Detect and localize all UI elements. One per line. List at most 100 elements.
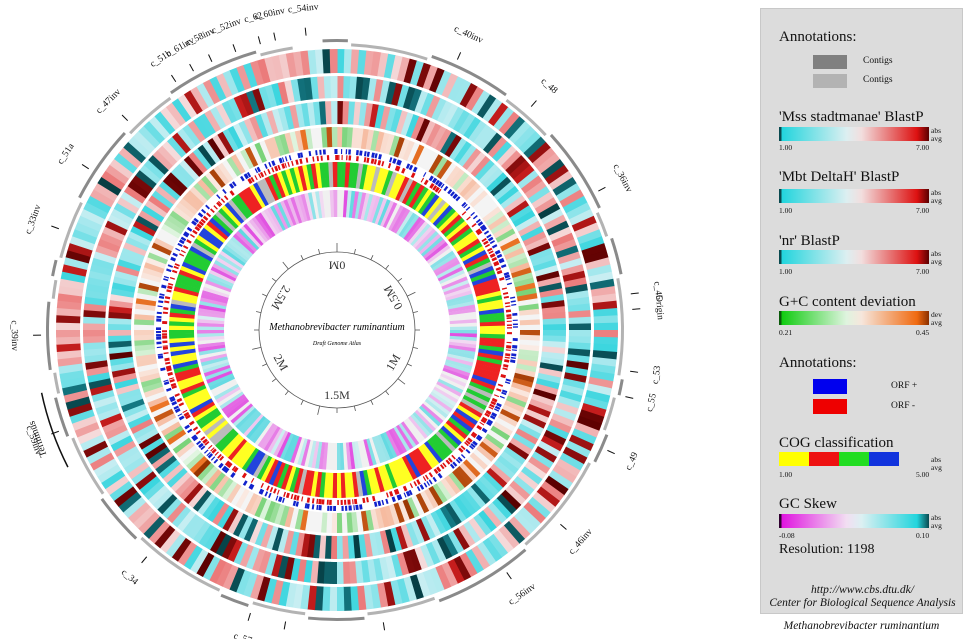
gc-skew-ring-segment	[437, 266, 464, 282]
mbt-blast-ring-segment	[162, 140, 183, 162]
gc-content-ring-segment	[235, 488, 250, 509]
cog-ring-segment	[370, 468, 381, 494]
orf-plus-mark	[259, 489, 265, 495]
gc-content-gradient-bar	[779, 311, 929, 325]
gc-skew-ring-segment	[197, 329, 225, 334]
orf-minus-mark	[488, 406, 494, 410]
mss-blast-ring-segment	[118, 491, 142, 513]
orf-plus-mark	[465, 448, 471, 454]
mbt-blast-ring-segment	[198, 524, 216, 547]
cog-ring-segment	[256, 180, 273, 205]
mbt-blast-ring-segment	[551, 232, 575, 248]
orf-minus-mark	[409, 483, 414, 489]
mbt-blast-ring-segment	[487, 136, 508, 158]
orf-minus-mark	[195, 430, 201, 435]
nr-blast-title: 'nr' BlastP	[779, 233, 840, 249]
orf-minus-mark	[311, 498, 315, 504]
cog-ring-segment	[450, 414, 473, 433]
mbt-blast-ring-segment	[198, 113, 217, 136]
orf-minus-mark	[504, 359, 510, 363]
mbt-blast-ring-segment	[135, 470, 157, 490]
gc-content-ring-segment	[140, 377, 162, 388]
contig-bar	[59, 201, 83, 259]
orf-plus-mark	[230, 472, 236, 478]
mss-blast-ring-segment	[588, 376, 614, 389]
cog-ring-segment	[172, 290, 199, 301]
gc-content-ring-segment	[507, 391, 529, 404]
gc-content-ring-segment	[222, 159, 238, 180]
gc-skew-ring-segment	[363, 193, 374, 221]
mbt-blast-ring-segment	[568, 336, 591, 344]
mbt-blast-ring-segment	[233, 541, 249, 565]
gc-content-ring-segment	[448, 168, 466, 189]
cog-ring-segment	[224, 202, 245, 224]
gc-content-ring-segment	[134, 339, 155, 346]
mbt-blast-ring-segment	[509, 160, 531, 180]
cog-ring-segment	[351, 471, 359, 498]
cog-ring-segment	[456, 404, 481, 422]
mss-blast-ring-segment	[588, 271, 614, 284]
nr-blast-ring-segment	[207, 137, 226, 161]
cbs-url[interactable]: http://www.cbs.dtu.dk/	[811, 584, 914, 596]
gc-skew-ring-segment	[213, 259, 240, 277]
nr-blast-ring-segment	[237, 515, 254, 540]
mss-blast-ring-segment	[71, 415, 98, 431]
cog-ring-segment	[245, 449, 263, 474]
cog-ring-segment	[447, 417, 471, 436]
mbt-blast-ring-segment	[171, 506, 191, 528]
skew-max: 0.10	[916, 531, 930, 540]
orf-minus-mark	[483, 240, 489, 246]
orf-minus-mark	[335, 155, 339, 161]
gc-content-ring-segment	[134, 318, 155, 326]
orf-minus-mark	[505, 309, 512, 313]
gc-skew-ring-segment	[240, 411, 262, 435]
mss-blast-ring-segment	[593, 322, 618, 331]
gc-skew-ring-segment	[431, 389, 457, 407]
mbt-blast-ring-segment	[89, 383, 113, 396]
cog-ring-segment	[359, 164, 368, 190]
gc-skew-ring-segment	[329, 190, 335, 218]
cog-ring-segment	[475, 286, 501, 297]
mbt-blast-ring-segment	[505, 155, 527, 176]
nr-blast-ring-segment	[277, 107, 290, 132]
gc-skew-ring-segment	[393, 426, 411, 452]
gc-content-ring-segment	[289, 131, 300, 153]
orf-plus-mark	[205, 204, 211, 210]
orf-plus-mark	[242, 480, 248, 486]
cog-ring-segment	[221, 433, 242, 455]
orf-plus-mark	[403, 492, 407, 498]
orf-plus-mark	[201, 208, 207, 214]
gc-content-ring-segment	[213, 474, 230, 495]
cog-ring-segment	[170, 303, 196, 312]
gc-content-ring-segment	[226, 483, 242, 504]
nr-blast-ring-segment	[232, 513, 249, 537]
mbt-blast-ring-segment	[167, 136, 187, 158]
cog-ring-segment	[440, 425, 462, 446]
gc-content-ring-segment	[284, 132, 295, 154]
mss-blast-ring-segment	[593, 336, 618, 346]
orf-plus-mark	[319, 149, 322, 155]
mbt-blast-ring-segment	[540, 435, 564, 452]
nr-blast-ring-segment	[512, 433, 536, 451]
gc-content-ring-segment	[134, 343, 156, 352]
gc-min: 0.21	[779, 328, 793, 337]
gc-content-ring-segment	[493, 223, 514, 239]
orf-plus-mark	[184, 424, 190, 430]
mss-blast-ring-segment	[86, 446, 112, 465]
gc-content-ring-segment	[254, 497, 267, 518]
mbt-blast-ring-segment	[425, 95, 441, 119]
nr-blast-ring-segment	[108, 323, 132, 330]
cog-ring-segment	[479, 325, 505, 331]
mss-blast-ring-segment	[242, 572, 258, 598]
cog-ring-segment	[238, 191, 257, 215]
mss-blast-ring-segment	[488, 102, 509, 127]
mbt-blast-ring-segment	[110, 208, 134, 225]
nr-blast-ring-segment	[114, 377, 139, 390]
mbt-blast-ring-segment	[531, 191, 554, 210]
mbt-blast-ring-segment	[343, 76, 351, 99]
mss-blast-ring-segment	[56, 314, 81, 324]
orf-minus-mark	[445, 459, 451, 465]
nr-blast-ring-segment	[108, 317, 132, 325]
orf-plus-mark	[486, 234, 492, 239]
cog-ring-segment	[366, 469, 377, 495]
